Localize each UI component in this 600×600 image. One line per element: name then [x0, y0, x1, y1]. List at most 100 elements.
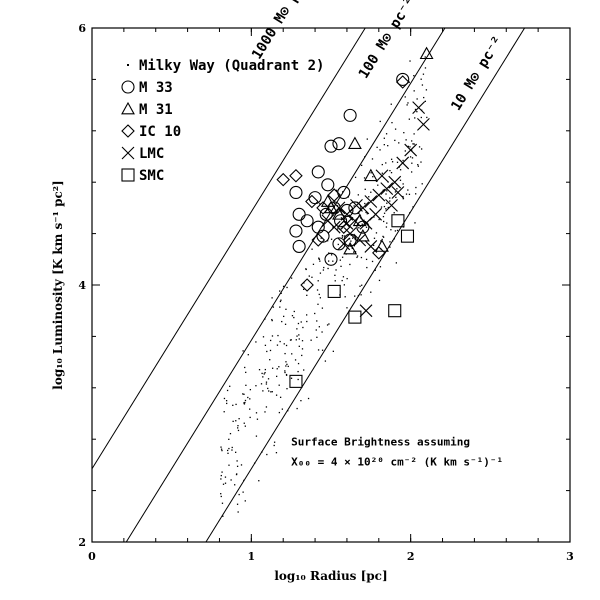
m-31-point — [343, 241, 358, 255]
milky-way-point — [363, 219, 365, 221]
milky-way-point — [268, 390, 270, 392]
milky-way-point — [373, 216, 375, 218]
milky-way-point — [298, 338, 300, 340]
milky-way-point — [404, 96, 406, 98]
lmc-point — [359, 304, 373, 318]
milky-way-point — [303, 288, 305, 291]
milky-way-point — [237, 427, 239, 429]
milky-way-point — [236, 473, 238, 475]
milky-way-point — [290, 277, 293, 279]
milky-way-point — [231, 449, 233, 451]
reference-line-label: 100 M⊙ pc⁻² — [356, 0, 418, 82]
milky-way-point — [366, 266, 368, 269]
milky-way-point — [415, 186, 417, 189]
milky-way-point — [306, 294, 308, 296]
milky-way-point — [283, 343, 285, 345]
milky-way-point — [275, 452, 278, 454]
milky-way-point — [255, 435, 258, 437]
milky-way-point — [365, 211, 367, 214]
m-33-point — [324, 252, 338, 266]
milky-way-point — [328, 252, 330, 254]
m-33-point — [332, 237, 346, 251]
milky-way-point — [356, 256, 358, 259]
milky-way-point — [394, 128, 397, 130]
legend-marker-dot — [127, 64, 129, 66]
milky-way-point — [407, 102, 409, 104]
milky-way-point — [346, 277, 348, 280]
milky-way-point — [350, 240, 352, 242]
milky-way-point — [237, 425, 239, 427]
milky-way-point — [238, 418, 240, 420]
lmc-point — [348, 214, 362, 228]
milky-way-point — [389, 169, 391, 172]
lmc-point — [321, 214, 335, 228]
milky-way-point — [300, 400, 302, 402]
lmc-point — [388, 175, 402, 189]
milky-way-point — [236, 465, 239, 467]
milky-way-point — [267, 378, 270, 380]
milky-way-point — [244, 401, 246, 404]
milky-way-point — [270, 391, 272, 393]
milky-way-point — [423, 96, 425, 99]
milky-way-point — [413, 75, 415, 77]
milky-way-point — [361, 223, 363, 225]
milky-way-point — [389, 197, 391, 199]
milky-way-point — [364, 202, 366, 205]
m-33-point — [292, 239, 306, 253]
milky-way-point — [343, 235, 345, 237]
milky-way-point — [413, 90, 415, 92]
milky-way-point — [221, 449, 223, 452]
m-33-point — [316, 229, 330, 243]
milky-way-point — [403, 132, 405, 134]
milky-way-point — [390, 229, 392, 231]
milky-way-point — [383, 205, 386, 208]
lmc-point — [364, 240, 378, 253]
milky-way-point — [361, 284, 363, 286]
milky-way-point — [258, 480, 260, 482]
milky-way-point — [360, 294, 362, 296]
milky-way-point — [412, 206, 414, 208]
milky-way-point — [380, 240, 382, 242]
milky-way-point — [358, 227, 360, 229]
milky-way-point — [316, 289, 319, 291]
reference-line-label: 1000 M⊙ pc⁻² — [249, 0, 316, 62]
milky-way-point — [279, 340, 281, 343]
milky-way-point — [365, 226, 368, 228]
milky-way-point — [230, 479, 232, 481]
milky-way-point — [269, 339, 272, 342]
milky-way-point — [324, 360, 327, 362]
milky-way-point — [385, 193, 387, 195]
milky-way-point — [221, 502, 224, 504]
milky-way-point — [287, 365, 289, 368]
milky-way-point — [243, 422, 245, 424]
m-33-point — [300, 214, 314, 228]
milky-way-point — [414, 108, 417, 111]
lmc-point — [356, 201, 370, 215]
milky-way-point — [378, 218, 380, 221]
milky-way-point — [279, 290, 281, 292]
milky-way-point — [243, 393, 245, 395]
milky-way-point — [349, 244, 352, 246]
milky-way-point — [229, 432, 232, 435]
milky-way-point — [402, 159, 404, 162]
milky-way-point — [265, 381, 268, 383]
smc-point — [327, 284, 341, 298]
milky-way-point — [327, 267, 329, 270]
m-33-point — [292, 207, 306, 221]
milky-way-point — [390, 103, 392, 105]
annotation-line-1: Surface Brightness assuming — [291, 436, 470, 449]
x-tick-label: 0 — [88, 550, 96, 563]
milky-way-point — [255, 341, 257, 343]
milky-way-point — [236, 503, 239, 505]
milky-way-point — [284, 370, 286, 372]
milky-way-point — [426, 116, 428, 119]
milky-way-point — [300, 321, 302, 323]
lmc-point — [337, 237, 351, 251]
smc-point — [391, 214, 405, 228]
lmc-point — [375, 169, 389, 183]
reference-line-label: 10 M⊙ pc⁻² — [448, 34, 506, 114]
milky-way-point — [417, 164, 419, 166]
milky-way-point — [371, 158, 374, 160]
legend-label: LMC — [139, 146, 164, 162]
milky-way-point — [390, 171, 393, 174]
